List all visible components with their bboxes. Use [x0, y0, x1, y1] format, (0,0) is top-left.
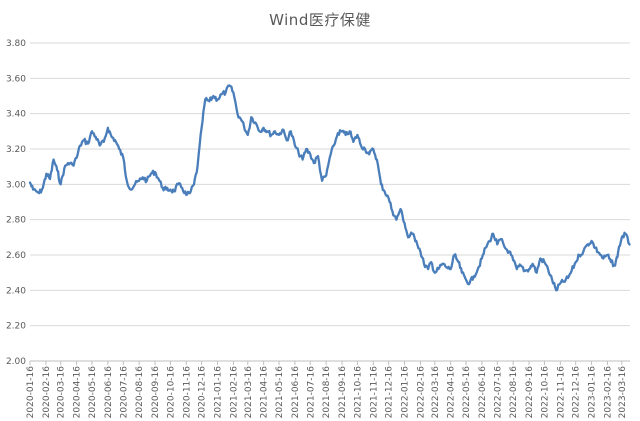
x-tick-label: 2022-11-16 — [556, 366, 566, 419]
x-tick-label: 2020-05-16 — [88, 366, 98, 419]
x-tick-label: 2021-09-16 — [338, 366, 348, 419]
x-tick-label: 2022-01-16 — [401, 366, 411, 419]
x-tick-label: 2021-02-16 — [229, 366, 239, 419]
x-tick-label: 2021-10-16 — [353, 366, 363, 419]
y-tick-label: 2.40 — [6, 286, 26, 296]
y-tick-label: 3.00 — [6, 180, 26, 190]
x-tick-label: 2021-07-16 — [306, 366, 316, 419]
x-tick-label: 2021-06-16 — [291, 366, 301, 419]
y-tick-label: 3.20 — [6, 145, 26, 155]
x-tick-label: 2020-12-16 — [198, 366, 208, 419]
y-tick-label: 3.60 — [6, 74, 26, 84]
x-tick-label: 2020-11-16 — [182, 366, 192, 419]
x-tick-label: 2020-02-16 — [42, 366, 52, 419]
x-tick-label: 2020-07-16 — [119, 366, 129, 419]
x-tick-label: 2020-09-16 — [151, 366, 161, 419]
x-tick-label: 2022-05-16 — [462, 366, 472, 419]
x-tick-label: 2020-10-16 — [166, 366, 176, 419]
x-tick-label: 2021-12-16 — [385, 366, 395, 419]
x-tick-label: 2022-08-16 — [509, 366, 519, 419]
x-tick-label: 2022-09-16 — [525, 366, 535, 419]
x-tick-label: 2020-03-16 — [57, 366, 67, 419]
x-tick-label: 2021-03-16 — [244, 366, 254, 419]
y-tick-label: 2.60 — [6, 251, 26, 261]
y-tick-label: 2.20 — [6, 322, 26, 332]
x-tick-label: 2023-02-16 — [603, 366, 613, 419]
x-tick-label: 2022-04-16 — [447, 366, 457, 419]
chart-title: Wind医疗保健 — [269, 11, 371, 29]
x-tick-label: 2022-06-16 — [478, 366, 488, 419]
x-tick-label: 2022-12-16 — [572, 366, 582, 419]
x-tick-label: 2022-02-16 — [416, 366, 426, 419]
x-tick-label: 2023-03-16 — [618, 366, 628, 419]
x-tick-label: 2021-08-16 — [322, 366, 332, 419]
x-tick-label: 2023-01-16 — [588, 366, 598, 419]
x-tick-label: 2022-07-16 — [493, 366, 503, 419]
x-tick-label: 2021-01-16 — [214, 366, 224, 419]
y-tick-label: 2.80 — [6, 216, 26, 226]
series-line — [28, 84, 631, 292]
x-tick-label: 2020-06-16 — [104, 366, 114, 419]
x-tick-label: 2022-03-16 — [431, 366, 441, 419]
x-tick-label: 2020-04-16 — [73, 366, 83, 419]
y-tick-label: 2.00 — [6, 357, 26, 367]
x-tick-label: 2021-04-16 — [260, 366, 270, 419]
y-tick-label: 3.80 — [6, 39, 26, 49]
x-tick-label: 2022-10-16 — [540, 366, 550, 419]
y-tick-label: 3.40 — [6, 110, 26, 120]
x-tick-label: 2021-05-16 — [275, 366, 285, 419]
x-tick-label: 2021-11-16 — [369, 366, 379, 419]
x-tick-label: 2020-01-16 — [26, 366, 36, 419]
x-tick-label: 2020-08-16 — [135, 366, 145, 419]
